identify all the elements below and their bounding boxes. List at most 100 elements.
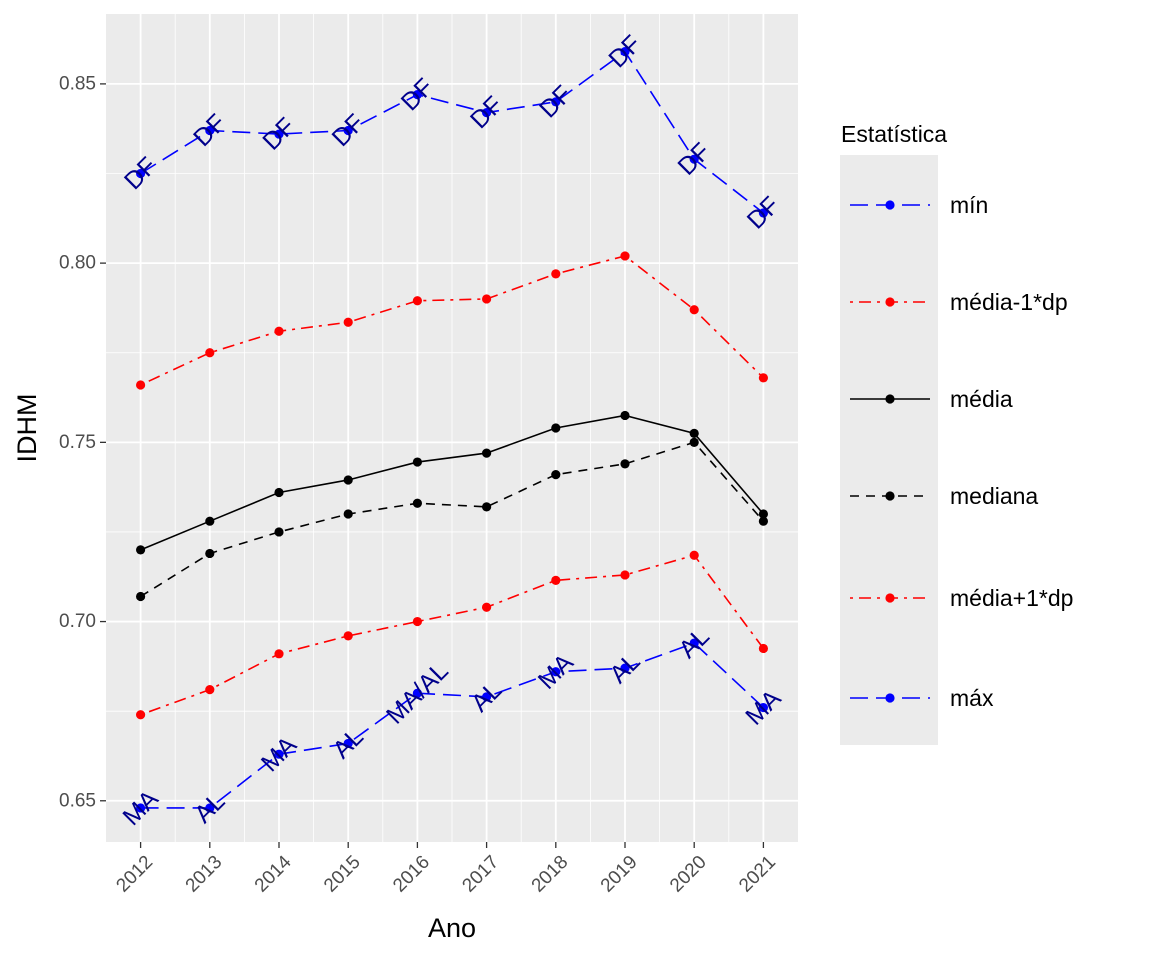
legend-key-point xyxy=(885,491,895,501)
x-tick-label: 2017 xyxy=(458,852,503,897)
data-point xyxy=(551,269,561,279)
legend-label: mín xyxy=(950,192,988,218)
x-tick-label: 2012 xyxy=(112,852,157,897)
data-point xyxy=(620,251,630,261)
data-point xyxy=(205,348,215,358)
data-point xyxy=(205,685,215,695)
data-point xyxy=(205,803,215,813)
series-lines xyxy=(140,50,765,809)
legend-label: mediana xyxy=(950,483,1038,509)
data-point xyxy=(136,380,146,390)
data-point xyxy=(136,803,146,813)
data-point xyxy=(205,125,215,136)
data-point xyxy=(412,688,422,698)
data-point xyxy=(689,428,699,438)
data-point xyxy=(343,509,353,519)
data-point xyxy=(620,663,630,673)
legend-title: Estatística xyxy=(841,121,947,147)
legend-entry: média-1*dp xyxy=(850,289,1068,315)
data-point xyxy=(758,643,769,654)
data-point xyxy=(620,47,630,57)
data-point xyxy=(551,423,561,433)
legend-key-point xyxy=(885,394,895,404)
data-point xyxy=(412,498,422,508)
legend-label: média+1*dp xyxy=(950,585,1073,611)
data-point xyxy=(620,570,630,580)
legend-entry: mediana xyxy=(850,483,1038,509)
data-point xyxy=(620,410,630,421)
y-tick-label: 0.65 xyxy=(59,790,96,811)
legend-key-point xyxy=(885,297,895,307)
y-tick-label: 0.85 xyxy=(59,73,96,94)
legend-entry: média xyxy=(850,386,1013,412)
x-tick-label: 2015 xyxy=(320,852,365,897)
y-axis-title: IDHM xyxy=(12,394,42,463)
series-line xyxy=(140,255,764,386)
data-point xyxy=(758,373,769,383)
series-line xyxy=(140,50,764,214)
legend-label: média xyxy=(950,386,1013,412)
data-point xyxy=(343,475,353,485)
y-tick-label: 0.80 xyxy=(59,253,96,274)
data-point xyxy=(551,97,561,107)
y-axis: 0.65 0.70 0.75 0.80 0.85 xyxy=(59,73,106,811)
data-point xyxy=(274,129,284,139)
data-point xyxy=(136,168,146,179)
data-point xyxy=(482,107,492,118)
series-line xyxy=(140,414,765,551)
legend-entry: mín xyxy=(850,192,988,218)
x-axis: 2012 2013 2014 2015 2016 2017 2018 2019 2020 2021 xyxy=(112,842,780,896)
x-tick-label: 2021 xyxy=(735,852,780,897)
data-point xyxy=(136,591,146,602)
series-line xyxy=(140,642,764,809)
y-tick-label: 0.70 xyxy=(59,611,96,632)
legend-key-point xyxy=(885,200,895,210)
data-point xyxy=(343,317,353,327)
data-point xyxy=(620,459,630,469)
data-point xyxy=(136,710,146,720)
x-tick-label: 2020 xyxy=(666,852,711,897)
data-point xyxy=(412,457,422,467)
data-point xyxy=(343,738,353,749)
data-point xyxy=(412,616,422,627)
data-point xyxy=(758,208,769,218)
data-point xyxy=(205,548,215,559)
data-point xyxy=(412,296,422,306)
data-point xyxy=(412,90,422,100)
data-point xyxy=(689,550,699,560)
data-point xyxy=(551,575,561,585)
x-tick-label: 2018 xyxy=(528,852,573,897)
data-point xyxy=(758,516,769,526)
series-line xyxy=(140,441,765,598)
grid-lines xyxy=(106,14,798,842)
legend-key-point xyxy=(885,693,895,703)
data-point xyxy=(551,469,561,480)
legend: Estatística mín média-1*dp média mediana méd… xyxy=(840,121,1073,745)
legend-entry: máx xyxy=(850,685,994,711)
data-point xyxy=(689,305,699,315)
y-tick-label: 0.75 xyxy=(59,432,96,453)
data-point xyxy=(274,649,284,659)
data-point xyxy=(343,631,353,641)
data-point xyxy=(689,638,699,648)
data-point xyxy=(274,527,284,537)
data-point xyxy=(205,516,215,526)
data-point xyxy=(343,125,353,136)
legend-entry: média+1*dp xyxy=(850,585,1073,611)
x-tick-label: 2014 xyxy=(251,851,296,896)
series-points xyxy=(136,47,769,813)
data-point xyxy=(482,294,492,304)
data-point xyxy=(274,326,284,336)
x-tick-label: 2013 xyxy=(182,852,227,897)
legend-key-point xyxy=(885,593,895,603)
x-axis-title: Ano xyxy=(428,913,476,943)
data-point xyxy=(482,692,492,702)
data-point xyxy=(482,602,492,612)
x-tick-label: 2016 xyxy=(389,852,434,897)
data-point xyxy=(136,545,146,555)
data-point xyxy=(482,502,492,512)
data-point xyxy=(482,448,492,458)
data-point xyxy=(758,702,769,713)
legend-label: máx xyxy=(950,685,994,711)
